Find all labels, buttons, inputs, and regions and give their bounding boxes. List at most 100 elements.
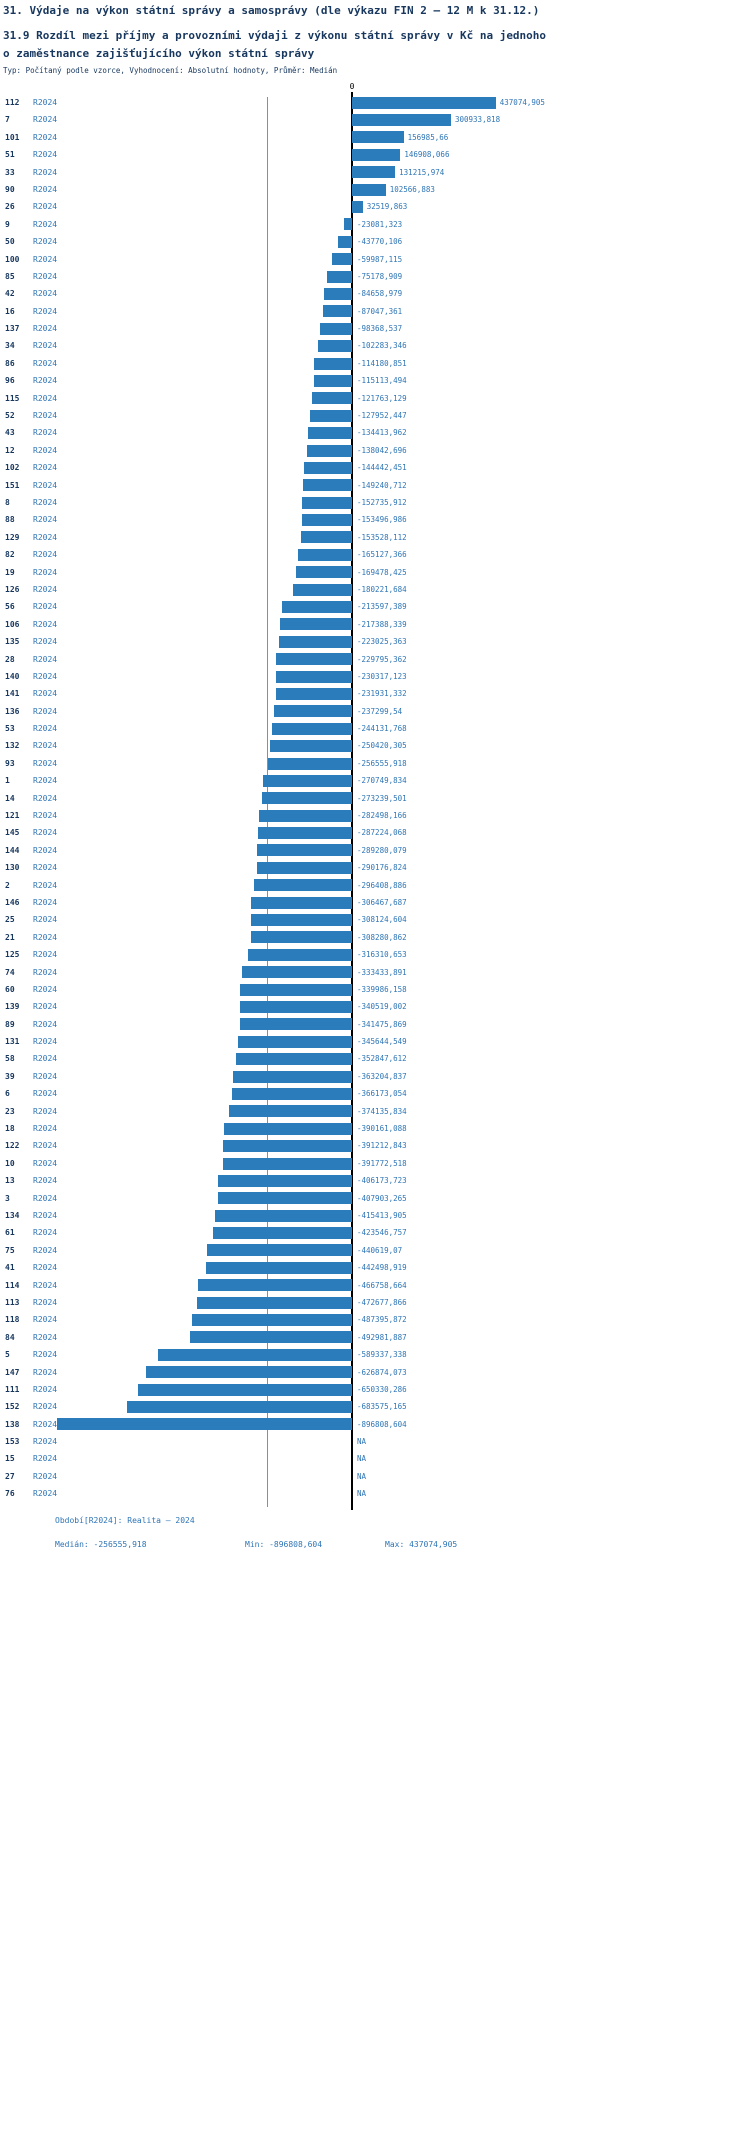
row-series-label[interactable]: R2024 — [33, 932, 58, 942]
bar[interactable] — [228, 1105, 352, 1118]
bar[interactable] — [352, 166, 396, 179]
bar[interactable] — [296, 566, 352, 579]
bar[interactable] — [250, 931, 352, 944]
bar[interactable] — [271, 722, 352, 735]
bar[interactable] — [218, 1174, 352, 1187]
bar[interactable] — [145, 1366, 352, 1379]
row-series-label[interactable]: R2024 — [33, 289, 58, 299]
row-series-label[interactable]: R2024 — [33, 1315, 58, 1325]
row-series-label[interactable]: R2024 — [33, 132, 58, 142]
row-series-label[interactable]: R2024 — [33, 324, 58, 334]
row-series-label[interactable]: R2024 — [33, 411, 58, 421]
row-series-label[interactable]: R2024 — [33, 1350, 58, 1360]
bar[interactable] — [158, 1348, 352, 1361]
bar[interactable] — [191, 1314, 352, 1327]
row-series-label[interactable]: R2024 — [33, 497, 58, 507]
row-series-label[interactable]: R2024 — [33, 1037, 58, 1047]
row-series-label[interactable]: R2024 — [33, 463, 58, 473]
bar[interactable] — [232, 1070, 352, 1083]
bar[interactable] — [301, 514, 352, 527]
row-series-label[interactable]: R2024 — [33, 393, 58, 403]
bar[interactable] — [138, 1383, 352, 1396]
bar[interactable] — [242, 966, 352, 979]
bar[interactable] — [292, 583, 352, 596]
row-series-label[interactable]: R2024 — [33, 1141, 58, 1151]
row-series-label[interactable]: R2024 — [33, 376, 58, 386]
row-series-label[interactable]: R2024 — [33, 1280, 58, 1290]
bar[interactable] — [207, 1244, 352, 1257]
row-series-label[interactable]: R2024 — [33, 237, 58, 247]
row-series-label[interactable]: R2024 — [33, 184, 58, 194]
bar[interactable] — [238, 1035, 352, 1048]
bar[interactable] — [352, 183, 386, 196]
row-series-label[interactable]: R2024 — [33, 1228, 58, 1238]
bar[interactable] — [278, 635, 352, 648]
bar[interactable] — [327, 270, 352, 283]
row-series-label[interactable]: R2024 — [33, 1245, 58, 1255]
row-series-label[interactable]: R2024 — [33, 1071, 58, 1081]
bar[interactable] — [262, 792, 352, 805]
row-series-label[interactable]: R2024 — [33, 1437, 58, 1447]
bar[interactable] — [314, 357, 352, 370]
row-series-label[interactable]: R2024 — [33, 706, 58, 716]
row-series-label[interactable]: R2024 — [33, 967, 58, 977]
row-series-label[interactable]: R2024 — [33, 845, 58, 855]
bar[interactable] — [302, 479, 352, 492]
row-series-label[interactable]: R2024 — [33, 654, 58, 664]
bar[interactable] — [273, 705, 352, 718]
bar[interactable] — [304, 461, 352, 474]
bar[interactable] — [306, 444, 352, 457]
row-series-label[interactable]: R2024 — [33, 984, 58, 994]
row-series-label[interactable]: R2024 — [33, 202, 58, 212]
row-series-label[interactable]: R2024 — [33, 1211, 58, 1220]
bar[interactable] — [281, 601, 352, 614]
bar[interactable] — [239, 1018, 352, 1031]
row-series-label[interactable]: R2024 — [33, 776, 58, 786]
row-series-label[interactable]: R2024 — [33, 1297, 58, 1307]
row-series-label[interactable]: R2024 — [33, 428, 58, 438]
bar[interactable] — [301, 496, 352, 509]
row-series-label[interactable]: R2024 — [33, 306, 58, 316]
row-series-label[interactable]: R2024 — [33, 1019, 58, 1029]
row-series-label[interactable]: R2024 — [33, 950, 58, 960]
row-series-label[interactable]: R2024 — [33, 863, 58, 873]
row-series-label[interactable]: R2024 — [33, 897, 58, 907]
row-series-label[interactable]: R2024 — [33, 271, 58, 281]
row-series-label[interactable]: R2024 — [33, 1193, 58, 1203]
row-series-label[interactable]: R2024 — [33, 167, 58, 177]
row-series-label[interactable]: R2024 — [33, 793, 58, 803]
row-series-label[interactable]: R2024 — [33, 1384, 58, 1394]
bar[interactable] — [198, 1279, 352, 1292]
row-series-label[interactable]: R2024 — [33, 1158, 58, 1168]
row-series-label[interactable]: R2024 — [33, 1089, 58, 1099]
bar[interactable] — [257, 827, 352, 840]
bar[interactable] — [206, 1261, 352, 1274]
bar[interactable] — [323, 305, 352, 318]
bar[interactable] — [223, 1157, 352, 1170]
row-series-label[interactable]: R2024 — [33, 880, 58, 890]
row-series-label[interactable]: R2024 — [33, 1367, 58, 1377]
bar[interactable] — [280, 618, 352, 631]
bar[interactable] — [57, 1418, 352, 1431]
bar[interactable] — [256, 861, 352, 874]
row-series-label[interactable]: R2024 — [33, 637, 58, 647]
row-series-label[interactable]: R2024 — [33, 602, 58, 612]
bar[interactable] — [314, 374, 352, 387]
row-series-label[interactable]: R2024 — [33, 445, 58, 455]
bar[interactable] — [344, 218, 352, 231]
bar[interactable] — [223, 1122, 352, 1135]
row-series-label[interactable]: R2024 — [33, 741, 58, 751]
bar[interactable] — [223, 1140, 352, 1153]
bar[interactable] — [276, 670, 352, 683]
bar[interactable] — [217, 1192, 352, 1205]
bar[interactable] — [352, 148, 401, 161]
bar[interactable] — [127, 1400, 352, 1413]
row-series-label[interactable]: R2024 — [33, 219, 58, 229]
bar[interactable] — [352, 114, 451, 127]
row-series-label[interactable]: R2024 — [33, 567, 58, 577]
row-series-label[interactable]: R2024 — [33, 1054, 58, 1064]
bar[interactable] — [259, 809, 352, 822]
row-series-label[interactable]: R2024 — [33, 758, 58, 768]
row-series-label[interactable]: R2024 — [33, 532, 58, 542]
row-series-label[interactable]: R2024 — [33, 358, 58, 368]
